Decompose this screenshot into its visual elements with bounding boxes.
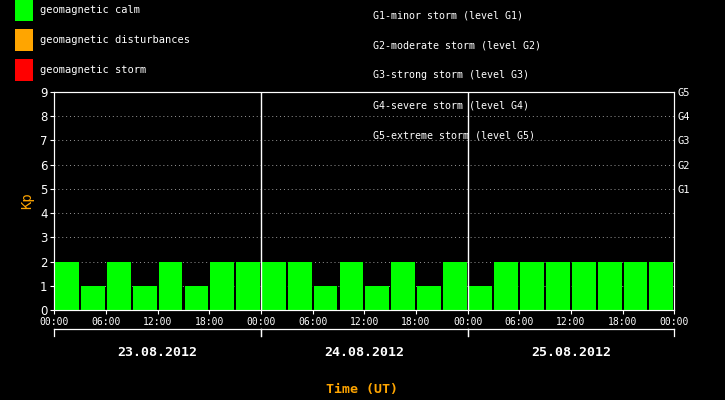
Bar: [494, 262, 518, 310]
Text: geomagnetic storm: geomagnetic storm: [40, 65, 146, 75]
Bar: [650, 262, 674, 310]
Text: geomagnetic disturbances: geomagnetic disturbances: [40, 35, 190, 45]
Bar: [521, 262, 544, 310]
Bar: [365, 286, 389, 310]
Bar: [288, 262, 312, 310]
Bar: [159, 262, 183, 310]
Bar: [81, 286, 105, 310]
Bar: [314, 286, 337, 310]
Text: G3-strong storm (level G3): G3-strong storm (level G3): [373, 70, 529, 80]
Text: G1-minor storm (level G1): G1-minor storm (level G1): [373, 10, 523, 20]
Y-axis label: Kp: Kp: [20, 193, 34, 209]
Text: Time (UT): Time (UT): [326, 383, 399, 396]
Bar: [443, 262, 467, 310]
Bar: [210, 262, 234, 310]
Text: G2-moderate storm (level G2): G2-moderate storm (level G2): [373, 40, 542, 50]
Bar: [572, 262, 596, 310]
Text: 24.08.2012: 24.08.2012: [324, 346, 405, 359]
Bar: [624, 262, 647, 310]
Bar: [546, 262, 570, 310]
Bar: [262, 262, 286, 310]
Text: geomagnetic calm: geomagnetic calm: [40, 5, 140, 15]
Bar: [107, 262, 130, 310]
Text: 23.08.2012: 23.08.2012: [117, 346, 198, 359]
Bar: [417, 286, 441, 310]
Bar: [598, 262, 621, 310]
Bar: [236, 262, 260, 310]
Bar: [468, 286, 492, 310]
Bar: [339, 262, 363, 310]
Text: G4-severe storm (level G4): G4-severe storm (level G4): [373, 100, 529, 110]
Bar: [55, 262, 79, 310]
Text: G5-extreme storm (level G5): G5-extreme storm (level G5): [373, 130, 535, 140]
Bar: [185, 286, 208, 310]
Bar: [392, 262, 415, 310]
Bar: [133, 286, 157, 310]
Text: 25.08.2012: 25.08.2012: [531, 346, 611, 359]
